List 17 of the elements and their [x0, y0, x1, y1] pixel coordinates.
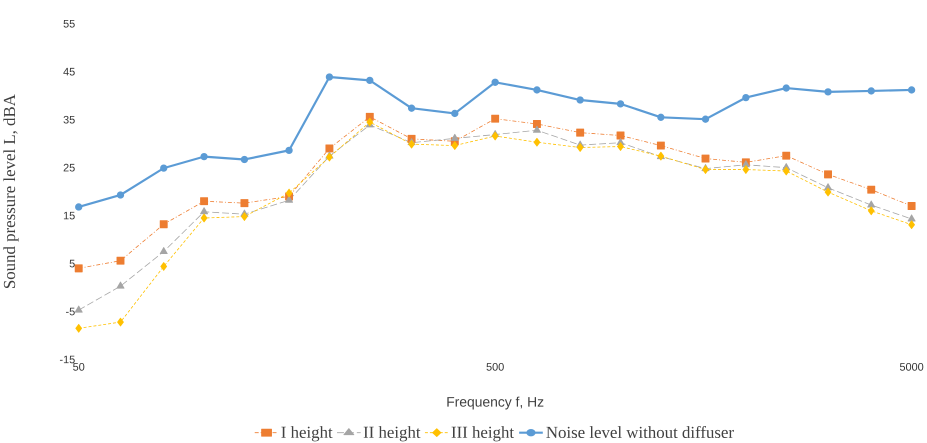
legend-label: I height — [281, 426, 333, 442]
y-tick-label: 35 — [64, 116, 75, 124]
legend-label: III height — [452, 426, 514, 442]
y-tick-label: 25 — [64, 164, 75, 172]
y-tick-label: 5 — [70, 260, 75, 268]
y-tick-label: 55 — [64, 20, 75, 28]
y-tick-label: -15 — [60, 356, 75, 364]
x-tick-label: 5000 — [900, 362, 924, 371]
legend-label: Noise level without diffuser — [546, 426, 734, 438]
y-tick-label: -5 — [66, 308, 75, 316]
x-tick-label: 50 — [73, 362, 84, 371]
y-tick-label: 15 — [64, 212, 75, 220]
legend-label: II height — [364, 426, 420, 442]
y-axis-title: Sound pressure level L, dBA — [3, 94, 19, 288]
x-axis-title: Frequency f, Hz — [447, 396, 544, 410]
y-tick-label: 45 — [63, 68, 75, 76]
x-tick-label: 500 — [486, 362, 504, 371]
